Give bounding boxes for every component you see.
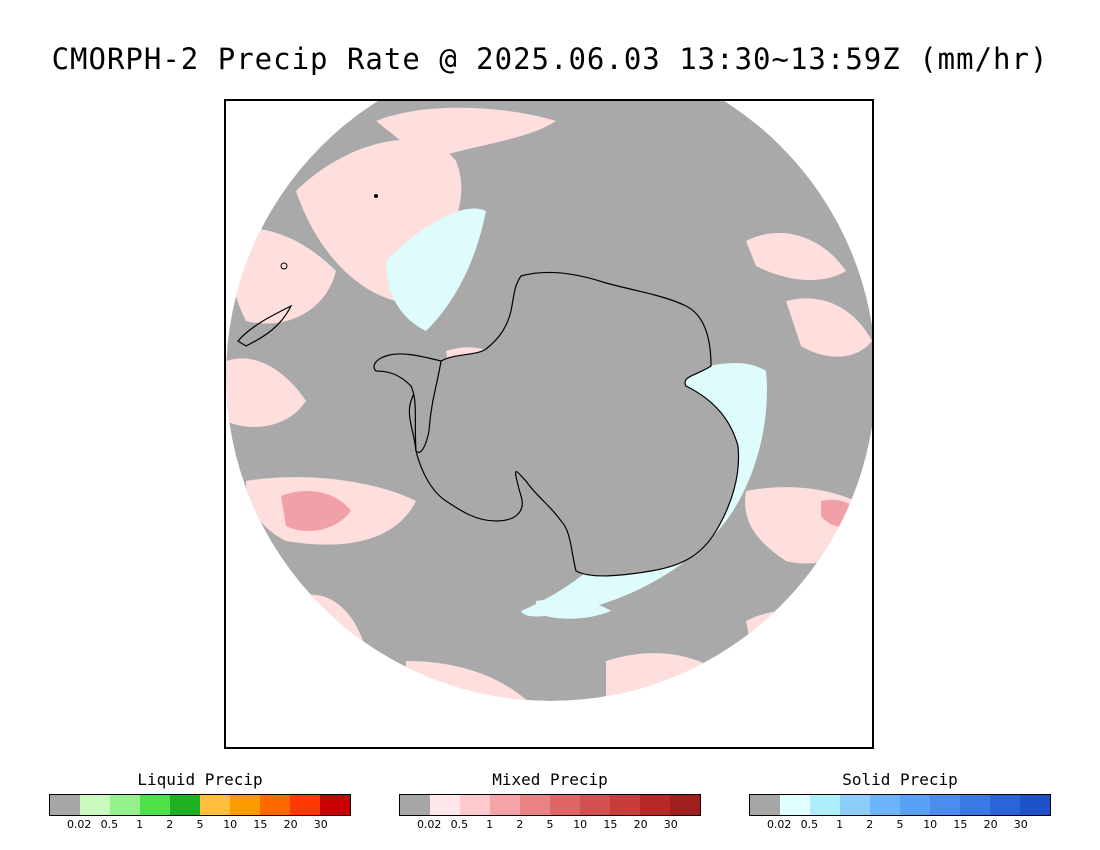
legend-mixed-precip: Mixed Precip 0.02 0.5 1 2 5 10 15 20 30	[399, 770, 701, 832]
legend-swatch	[930, 795, 960, 815]
legend-swatch	[140, 795, 170, 815]
legend-swatch	[990, 795, 1020, 815]
legend-tick-label: 0.02	[766, 818, 792, 831]
south-america-tip	[237, 304, 293, 347]
legend-swatch	[320, 795, 350, 815]
legend-tick-label: 20	[983, 818, 998, 831]
legend-colorbar	[399, 794, 701, 816]
island-mark	[374, 194, 378, 198]
legend-swatch	[290, 795, 320, 815]
legend-swatch	[110, 795, 140, 815]
legend-tick-label: 0.02	[66, 818, 92, 831]
legend-tick-label: 0.5	[450, 818, 469, 831]
legend-tick-label: 2	[866, 818, 874, 831]
legend-swatch	[200, 795, 230, 815]
legend-swatch	[170, 795, 200, 815]
legend-ticks: 0.02 0.5 1 2 5 10 15 20 30	[49, 816, 351, 832]
legend-liquid-precip: Liquid Precip 0.02 0.5 1 2 5 10 15 20 30	[49, 770, 351, 832]
legend-tick-label: 2	[166, 818, 174, 831]
island-mark	[280, 262, 288, 270]
legend-tick-label: 0.5	[800, 818, 819, 831]
legend-swatch	[230, 795, 260, 815]
legend-tick-label: 0.02	[416, 818, 442, 831]
legend-swatch	[520, 795, 550, 815]
legend-tick-label: 0.5	[100, 818, 119, 831]
legend-ticks: 0.02 0.5 1 2 5 10 15 20 30	[399, 816, 701, 832]
legend-tick-label: 1	[486, 818, 494, 831]
legend-title: Mixed Precip	[492, 770, 608, 789]
legend-tick-label: 1	[136, 818, 144, 831]
legend-colorbar	[749, 794, 1051, 816]
legend-tick-label: 10	[923, 818, 938, 831]
map-title: CMORPH-2 Precip Rate @ 2025.06.03 13:30~…	[51, 42, 1049, 76]
legend-title: Solid Precip	[842, 770, 958, 789]
legend-swatch	[580, 795, 610, 815]
legend-swatch	[490, 795, 520, 815]
legend-swatch	[610, 795, 640, 815]
legend-swatch	[900, 795, 930, 815]
legend-tick-label: 20	[283, 818, 298, 831]
legend-solid-precip: Solid Precip 0.02 0.5 1 2 5 10 15 20 30	[749, 770, 1051, 832]
antarctic-peninsula	[373, 353, 442, 453]
legend-swatch	[80, 795, 110, 815]
legend-swatch	[260, 795, 290, 815]
legend-swatch	[430, 795, 460, 815]
legend-tick-label: 5	[896, 818, 904, 831]
legend-tick-label: 10	[223, 818, 238, 831]
legend-swatch	[50, 795, 80, 815]
legend-swatch	[460, 795, 490, 815]
legend-tick-label: 15	[953, 818, 968, 831]
legend-tick-label: 15	[603, 818, 618, 831]
legend-swatch	[810, 795, 840, 815]
legend-swatch	[550, 795, 580, 815]
legend-swatch	[670, 795, 700, 815]
legend-swatch	[840, 795, 870, 815]
legend-swatch	[960, 795, 990, 815]
legend-swatch	[750, 795, 780, 815]
legend-swatch	[640, 795, 670, 815]
legend-ticks: 0.02 0.5 1 2 5 10 15 20 30	[749, 816, 1051, 832]
legend-swatch	[400, 795, 430, 815]
legend-tick-label: 10	[573, 818, 588, 831]
legend-tick-label: 5	[546, 818, 554, 831]
legend-tick-label: 30	[663, 818, 678, 831]
legend-title: Liquid Precip	[137, 770, 263, 789]
legend-tick-label: 2	[516, 818, 524, 831]
legend-tick-label: 20	[633, 818, 648, 831]
legend-tick-label: 30	[1013, 818, 1028, 831]
polar-precip-map	[226, 101, 872, 701]
legend-tick-label: 30	[313, 818, 328, 831]
legend-tick-label: 5	[196, 818, 204, 831]
legend-colorbar	[49, 794, 351, 816]
legend-tick-label: 1	[836, 818, 844, 831]
map-frame	[224, 99, 874, 749]
legend-swatch	[780, 795, 810, 815]
legend-swatch	[1020, 795, 1050, 815]
legend-swatch	[870, 795, 900, 815]
legend-tick-label: 15	[253, 818, 268, 831]
